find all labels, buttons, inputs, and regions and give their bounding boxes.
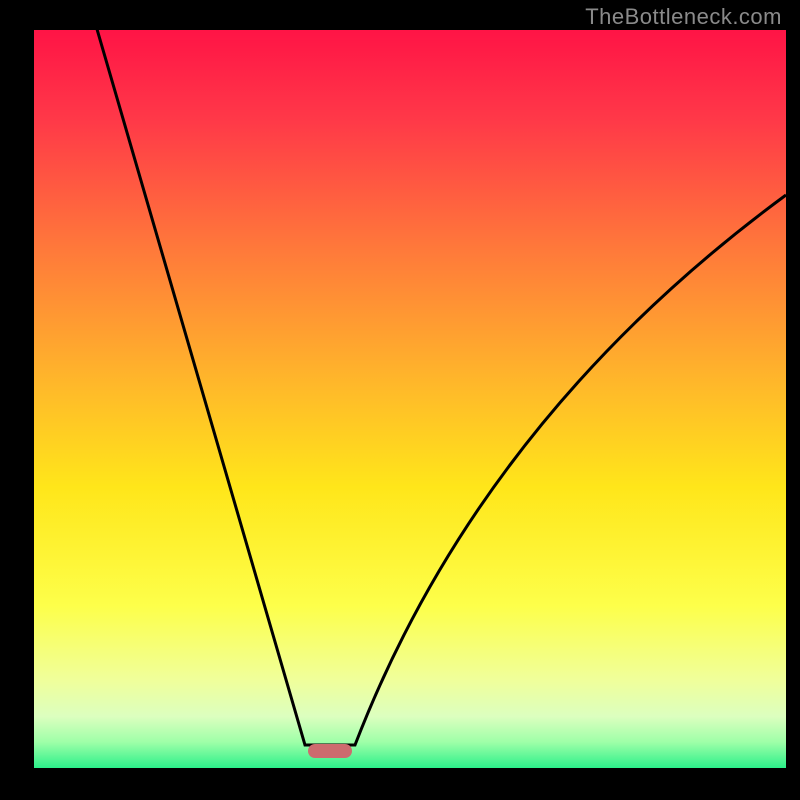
watermark-label: TheBottleneck.com [585, 4, 782, 30]
page-container: TheBottleneck.com [0, 0, 800, 800]
bottleneck-chart [0, 0, 800, 800]
optimal-marker [308, 744, 352, 758]
plot-background [34, 30, 786, 768]
